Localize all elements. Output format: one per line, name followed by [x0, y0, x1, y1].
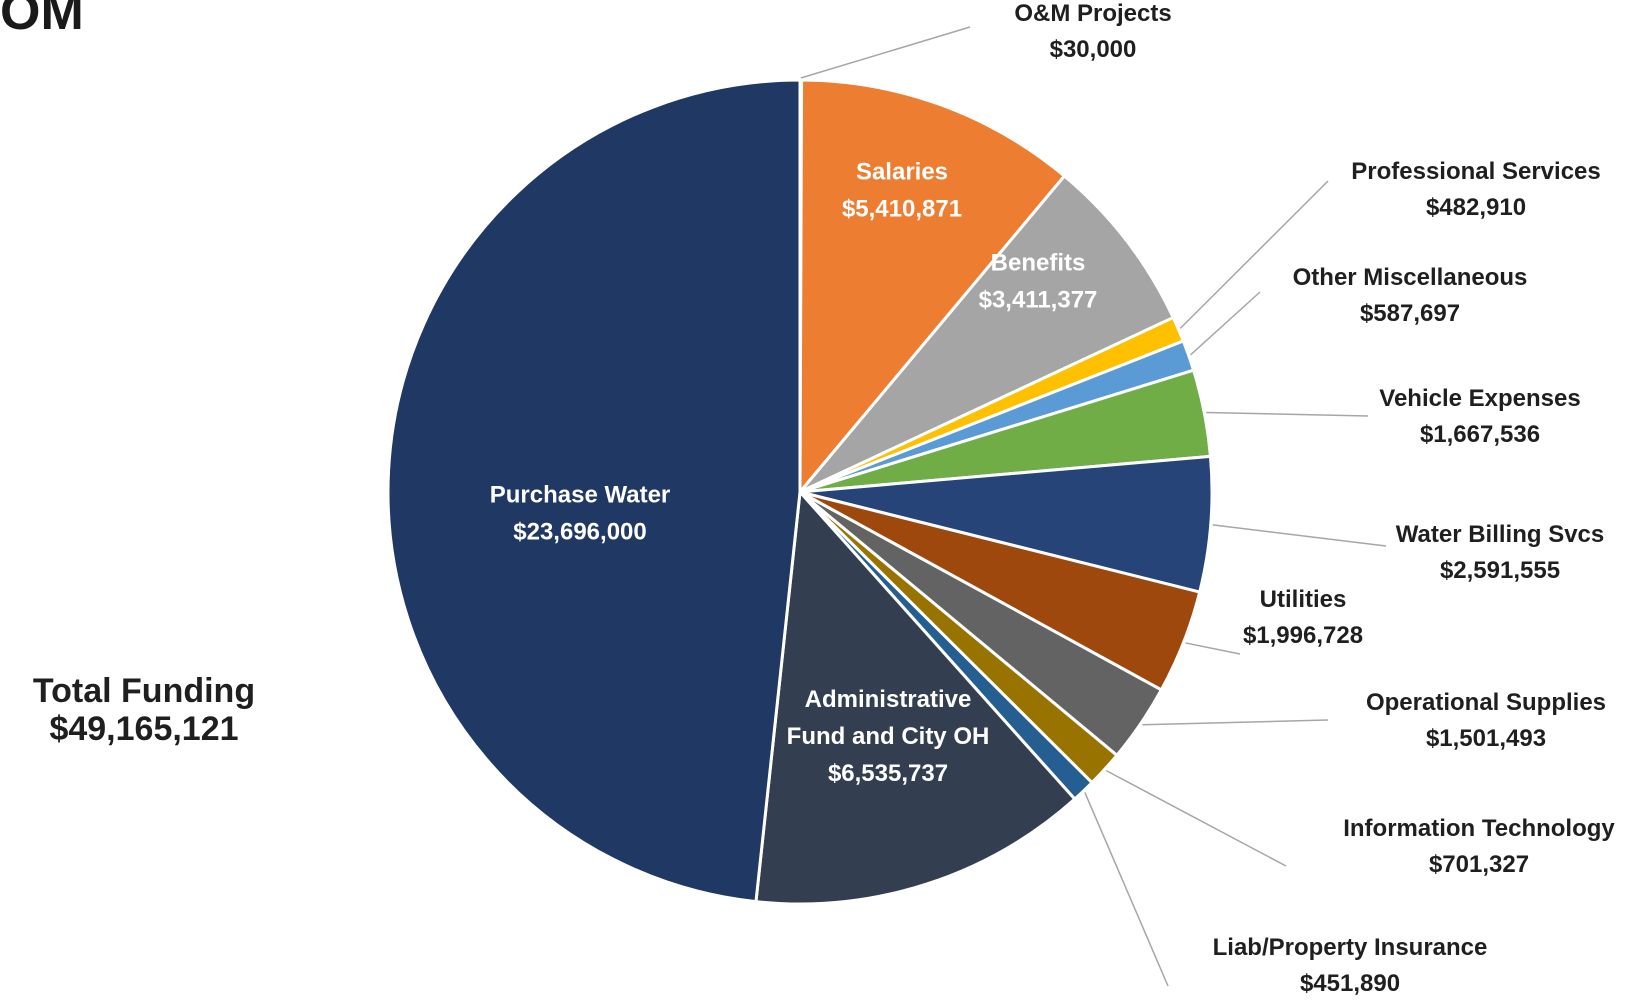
slice-name-text: Other Miscellaneous [1293, 264, 1528, 291]
slice-name-text: Benefits [991, 250, 1086, 277]
slice-label-information-technology: Information Technology $701,327 [1343, 815, 1615, 878]
slice-name-text: Professional Services [1351, 158, 1600, 185]
slice-label-operational-supplies: Operational Supplies $1,501,493 [1366, 689, 1606, 752]
slice-value-text: $3,411,377 [979, 287, 1098, 314]
leader-line-other-miscellaneous [1191, 292, 1260, 355]
leader-line-information-technology [1106, 771, 1286, 866]
leader-line-utilities [1186, 643, 1240, 654]
slice-value-text: $1,667,536 [1420, 421, 1540, 448]
leader-line-professional-services [1180, 181, 1328, 328]
slice-label-liab-property-insurance: Liab/Property Insurance $451,890 [1213, 934, 1488, 997]
slice-value-text: $30,000 [1050, 36, 1137, 63]
slice-name-text: Water Billing Svcs [1396, 521, 1605, 548]
leader-line-operational-supplies [1142, 720, 1328, 725]
slice-name-text: Vehicle Expenses [1379, 385, 1580, 412]
leader-line-vehicle-expenses [1206, 412, 1368, 416]
slice-value-text: $5,410,871 [842, 196, 962, 223]
slice-label-professional-services: Professional Services $482,910 [1351, 158, 1600, 221]
slice-value-text: $2,591,555 [1440, 557, 1560, 584]
leader-line-oandm-projects [801, 27, 970, 78]
slice-value-text: $701,327 [1429, 851, 1529, 878]
slice-name-text: Liab/Property Insurance [1213, 934, 1488, 961]
slice-value-text: $1,501,493 [1426, 725, 1546, 752]
slice-name-text: Fund and City OH [787, 723, 990, 750]
slice-name-text: Administrative [805, 686, 972, 713]
total-funding-label: Total Funding [14, 672, 274, 710]
leader-line-water-billing-svcs [1213, 525, 1386, 546]
total-funding-value: $49,165,121 [14, 710, 274, 748]
slice-name-text: Salaries [856, 159, 948, 186]
slice-name-text: Purchase Water [490, 482, 671, 509]
slice-value-text: $587,697 [1360, 300, 1460, 327]
slice-name-text: O&M Projects [1014, 0, 1171, 27]
leader-line-liab-property-insurance [1085, 792, 1168, 986]
slice-name-text: Utilities [1260, 586, 1347, 613]
slice-value-text: $6,535,737 [828, 760, 948, 787]
slice-label-oandm-projects: O&M Projects $30,000 [1014, 0, 1171, 63]
slice-name-text: Information Technology [1343, 815, 1615, 842]
slice-label-utilities: Utilities $1,996,728 [1243, 586, 1363, 649]
slice-label-other-miscellaneous: Other Miscellaneous $587,697 [1293, 264, 1528, 327]
slice-label-vehicle-expenses: Vehicle Expenses $1,667,536 [1379, 385, 1580, 448]
slice-name-text: Operational Supplies [1366, 689, 1606, 716]
slice-value-text: $23,696,000 [513, 519, 646, 546]
total-funding-block: Total Funding $49,165,121 [14, 672, 274, 748]
slice-label-water-billing-svcs: Water Billing Svcs $2,591,555 [1396, 521, 1605, 584]
slice-value-text: $482,910 [1426, 194, 1526, 221]
slice-value-text: $1,996,728 [1243, 622, 1363, 649]
slice-value-text: $451,890 [1300, 970, 1400, 997]
